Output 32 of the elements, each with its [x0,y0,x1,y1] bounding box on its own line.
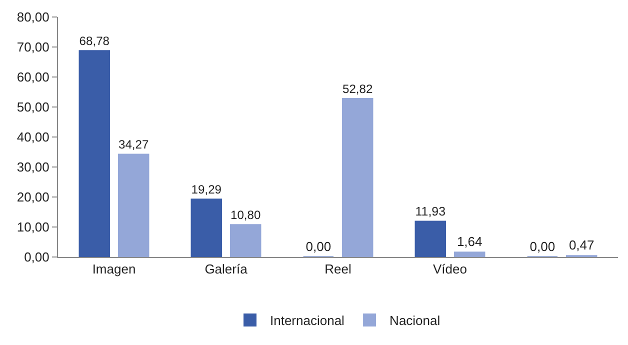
y-tick-label: 80,00 [16,10,50,25]
bar [118,154,150,257]
data-label: 1,64 [456,234,482,250]
y-tick-label: 70,00 [16,40,50,55]
data-label: 10,80 [230,208,261,222]
y-tick-label: 60,00 [16,70,50,85]
data-label: 11,93 [415,204,446,218]
data-label: 68,78 [79,34,110,48]
x-tick-label: Reel [324,262,352,277]
legend-label: Internacional [270,313,345,328]
bar [454,252,486,257]
data-label: 0,00 [306,239,332,254]
data-label: 52,82 [342,82,373,96]
y-tick-label: 10,00 [16,220,50,235]
bar [78,50,110,257]
bar [190,198,222,257]
x-tick-label: Imagen [92,262,136,277]
y-tick-label: 40,00 [16,130,50,145]
bar [342,98,374,257]
y-tick-label: 20,00 [16,190,50,205]
data-label: 0,47 [568,238,594,253]
y-tick-label: 0,00 [24,250,50,265]
x-tick-label: Vídeo [433,262,467,277]
x-tick-label: Galería [204,262,248,277]
legend-label: Nacional [390,313,440,328]
y-tick-label: 30,00 [16,160,50,175]
bar [230,224,262,257]
y-tick-label: 50,00 [16,100,50,115]
data-label: 19,29 [191,182,222,196]
data-label: 0,00 [530,239,556,254]
bar [414,220,446,257]
data-label: 34,27 [118,137,149,152]
